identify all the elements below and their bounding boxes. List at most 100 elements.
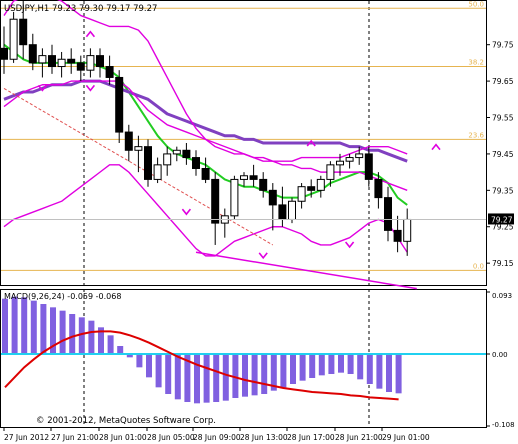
- macd-bar: [357, 354, 364, 380]
- time-tick-label: 27 Jun 2012: [4, 433, 49, 442]
- time-tick-label: 27 Jun 21:00: [51, 433, 99, 442]
- bull-candle: [163, 153, 172, 166]
- price-tick-label: 79.55: [492, 114, 514, 123]
- down-arrow-icon: [181, 208, 192, 216]
- price-axis: 79.75 79.65 79.55 79.45 79.35 79.25 79.15 79.27: [1, 41, 514, 268]
- macd-bar: [242, 354, 248, 397]
- macd-title: MACD(9,26,24) -0.059 -0.068: [4, 292, 121, 301]
- macd-bar: [309, 354, 316, 378]
- macd-bar: [203, 354, 210, 403]
- macd-bar: [232, 354, 239, 398]
- bull-candle: [345, 157, 354, 162]
- bull-candle: [134, 146, 143, 151]
- macd-bar: [386, 354, 392, 392]
- macd-bar: [50, 307, 56, 354]
- time-tick-label: 28 Jun 01:00: [99, 433, 147, 442]
- fibo-level-label: 50.0: [468, 0, 484, 8]
- macd-bar: [59, 310, 66, 354]
- candlesticks[interactable]: [0, 1, 412, 256]
- macd-bar: [251, 354, 258, 396]
- bear-candle: [48, 55, 56, 68]
- bear-candle: [268, 189, 277, 206]
- down-arrow-icon: [258, 252, 268, 260]
- bear-candle: [124, 131, 133, 151]
- bear-candle: [364, 153, 373, 180]
- bull-candle: [336, 160, 344, 166]
- bear-candle: [182, 149, 191, 159]
- bear-candle: [393, 229, 402, 242]
- support-trendline: [195, 251, 417, 290]
- macd-bar: [222, 354, 229, 401]
- macd-bar: [174, 354, 181, 400]
- macd-bar: [280, 354, 287, 388]
- bear-candle: [278, 204, 287, 220]
- macd-histogram: [1, 296, 486, 404]
- bear-candle: [192, 157, 200, 169]
- bull-candle: [297, 186, 306, 202]
- macd-bar: [107, 335, 114, 354]
- macd-bar: [194, 354, 200, 404]
- purple-moving-average: [3, 79, 408, 163]
- bear-candle: [0, 47, 8, 60]
- macd-bar: [136, 354, 143, 368]
- macd-bar: [30, 300, 37, 354]
- bull-candle: [288, 200, 296, 220]
- fibo-level-label: 23.6: [468, 131, 484, 139]
- time-tick-label: 28 Jun 05:00: [147, 433, 195, 442]
- macd-tick-label: -0.108: [492, 421, 515, 429]
- macd-bar: [184, 354, 191, 402]
- time-axis: 27 Jun 2012 27 Jun 21:00 28 Jun 01:00 28 Ju…: [3, 428, 430, 442]
- macd-bar: [21, 297, 28, 354]
- bull-candle: [38, 55, 47, 64]
- macd-bar: [40, 304, 47, 354]
- macd-bar: [146, 354, 152, 378]
- price-tick-label: 79.45: [492, 150, 514, 159]
- bull-candle: [9, 18, 18, 60]
- macd-axis: 0.093 0.00 -0.108: [487, 291, 515, 429]
- price-tick-label: 79.15: [492, 259, 514, 268]
- bear-candle: [211, 178, 220, 224]
- time-tick-label: 28 Jun 21:00: [335, 433, 383, 442]
- down-arrow-icon: [344, 241, 355, 249]
- fibo-level-label: 0.0: [473, 262, 484, 270]
- macd-bar: [338, 354, 344, 373]
- time-tick-label: 29 Jun 01:00: [382, 433, 430, 442]
- price-tick-label: 79.35: [492, 186, 514, 195]
- bull-candle: [240, 175, 248, 180]
- macd-bar: [11, 296, 18, 354]
- macd-bar: [88, 320, 95, 354]
- price-tick-label: 79.25: [492, 223, 514, 232]
- copyright-text: © 2001-2012, MetaQuotes Software Corp.: [36, 416, 216, 426]
- up-arrow-icon: [85, 30, 96, 38]
- current-price-box: [488, 213, 514, 225]
- bear-candle: [67, 58, 76, 64]
- macd-bar: [299, 354, 306, 381]
- macd-bar: [318, 354, 325, 376]
- lower-band: [3, 164, 408, 257]
- down-arrow-icon: [37, 84, 48, 92]
- bear-candle: [201, 167, 210, 180]
- bear-candle: [249, 175, 258, 180]
- main-panel[interactable]: [0, 0, 487, 286]
- macd-bar: [261, 354, 268, 394]
- macd-bar: [213, 354, 220, 402]
- macd-bar: [165, 354, 172, 394]
- signal-arrows: [37, 30, 441, 260]
- macd-signal-line: [4, 330, 399, 401]
- bear-candle: [144, 146, 152, 180]
- macd-tick-label: 0.00: [492, 351, 508, 359]
- up-arrow-icon: [306, 139, 316, 147]
- macd-bar: [290, 354, 296, 384]
- up-arrow-icon: [431, 143, 441, 151]
- macd-bar: [328, 354, 335, 374]
- macd-bar: [117, 346, 124, 354]
- bear-candle: [76, 62, 85, 71]
- bull-candle: [172, 149, 181, 155]
- macd-bar: [78, 317, 85, 354]
- bear-candle: [384, 197, 392, 231]
- bull-candle: [57, 58, 66, 68]
- bear-candle: [307, 186, 316, 191]
- bear-candle: [19, 18, 28, 46]
- macd-bar: [395, 354, 402, 394]
